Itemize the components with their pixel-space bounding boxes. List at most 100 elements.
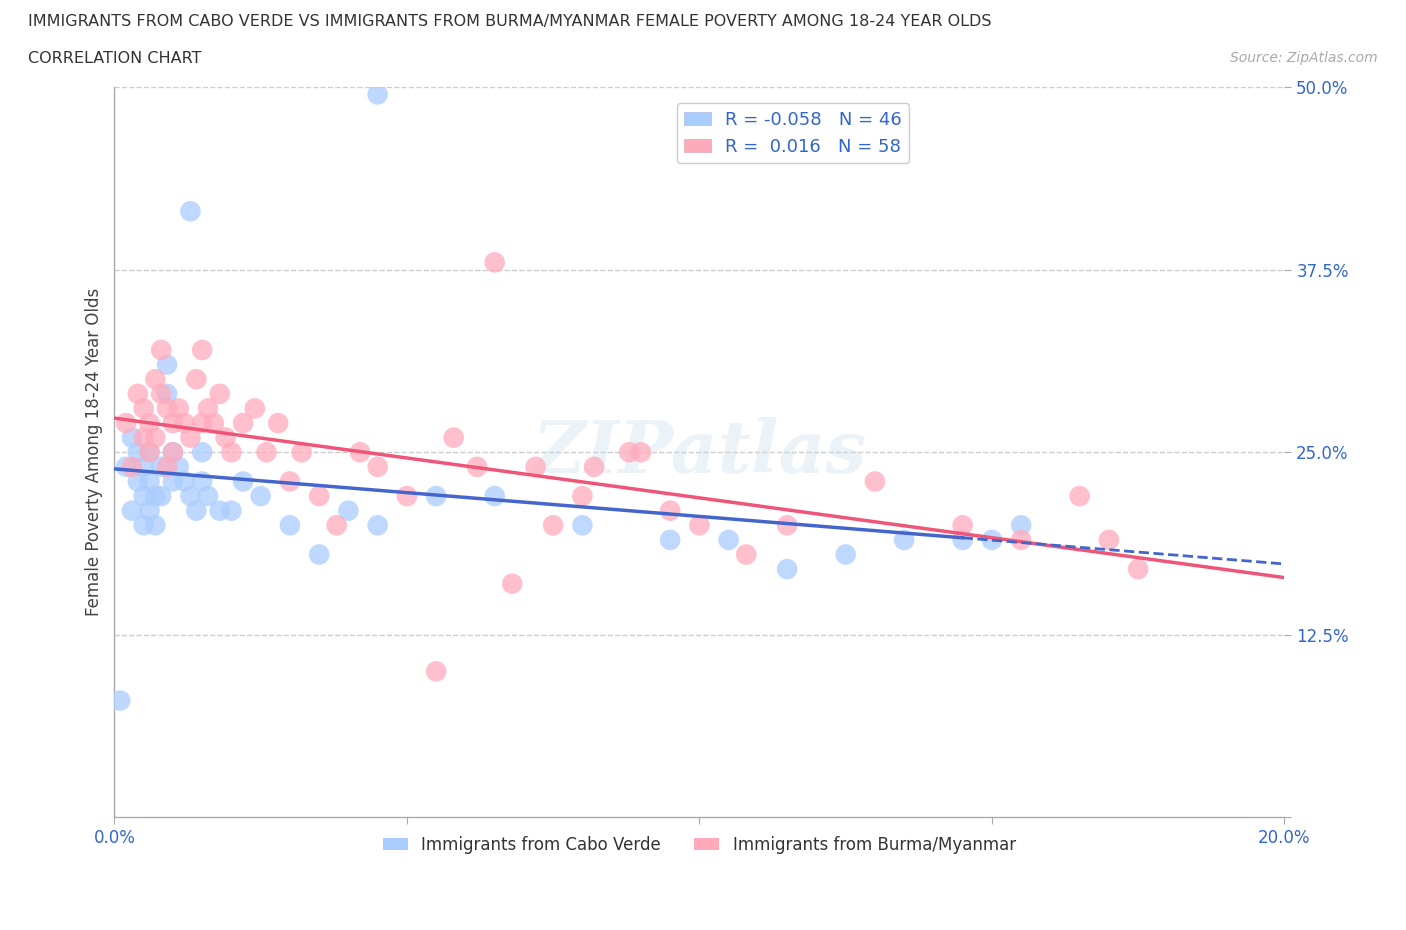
Point [583, 459, 606, 474]
Point [138, 416, 160, 431]
Point [1010, 533, 1032, 548]
Point [179, 488, 201, 503]
Point [132, 488, 155, 503]
Point [143, 372, 166, 387]
Point [191, 342, 214, 357]
Point [1098, 533, 1121, 548]
Point [221, 503, 243, 518]
Point [162, 416, 184, 431]
Point [659, 533, 682, 548]
Point [541, 518, 564, 533]
Text: ZIPatlas: ZIPatlas [533, 417, 866, 487]
Point [197, 401, 219, 416]
Point [243, 401, 266, 416]
Point [465, 459, 488, 474]
Point [127, 445, 149, 459]
Point [571, 518, 593, 533]
Point [132, 459, 155, 474]
Y-axis label: Female Poverty Among 18-24 Year Olds: Female Poverty Among 18-24 Year Olds [86, 288, 103, 617]
Point [659, 503, 682, 518]
Point [173, 416, 195, 431]
Point [150, 342, 173, 357]
Point [278, 518, 301, 533]
Point [278, 474, 301, 489]
Point [132, 401, 155, 416]
Point [367, 459, 389, 474]
Point [325, 518, 347, 533]
Point [443, 431, 465, 445]
Point [980, 533, 1002, 548]
Point [425, 488, 447, 503]
Point [150, 459, 173, 474]
Point [197, 488, 219, 503]
Point [179, 204, 201, 219]
Point [952, 518, 974, 533]
Point [143, 431, 166, 445]
Point [308, 488, 330, 503]
Point [138, 503, 160, 518]
Text: IMMIGRANTS FROM CABO VERDE VS IMMIGRANTS FROM BURMA/MYANMAR FEMALE POVERTY AMONG: IMMIGRANTS FROM CABO VERDE VS IMMIGRANTS… [28, 14, 991, 29]
Point [191, 445, 214, 459]
Point [156, 401, 179, 416]
Text: CORRELATION CHART: CORRELATION CHART [28, 51, 201, 66]
Point [484, 488, 506, 503]
Point [127, 386, 149, 401]
Point [208, 386, 231, 401]
Point [167, 401, 190, 416]
Point [256, 445, 278, 459]
Point [337, 503, 360, 518]
Point [232, 474, 254, 489]
Point [571, 488, 593, 503]
Point [367, 518, 389, 533]
Point [1010, 518, 1032, 533]
Point [162, 474, 184, 489]
Point [484, 255, 506, 270]
Point [150, 488, 173, 503]
Point [138, 445, 160, 459]
Point [156, 459, 179, 474]
Point [952, 533, 974, 548]
Point [619, 445, 641, 459]
Point [425, 664, 447, 679]
Point [167, 459, 190, 474]
Point [1126, 562, 1149, 577]
Point [115, 459, 138, 474]
Point [214, 431, 236, 445]
Point [186, 372, 208, 387]
Point [630, 445, 652, 459]
Point [524, 459, 547, 474]
Point [208, 503, 231, 518]
Point [501, 577, 523, 591]
Point [138, 474, 160, 489]
Point [308, 547, 330, 562]
Point [121, 431, 143, 445]
Point [132, 431, 155, 445]
Point [834, 547, 856, 562]
Point [110, 693, 132, 708]
Point [138, 445, 160, 459]
Point [143, 488, 166, 503]
Point [249, 488, 271, 503]
Point [395, 488, 418, 503]
Text: Source: ZipAtlas.com: Source: ZipAtlas.com [1230, 51, 1378, 65]
Point [232, 416, 254, 431]
Point [162, 445, 184, 459]
Point [776, 518, 799, 533]
Point [127, 474, 149, 489]
Point [115, 416, 138, 431]
Point [291, 445, 314, 459]
Point [776, 562, 799, 577]
Point [267, 416, 290, 431]
Point [893, 533, 915, 548]
Point [367, 87, 389, 102]
Point [221, 445, 243, 459]
Point [179, 431, 201, 445]
Point [121, 459, 143, 474]
Point [191, 416, 214, 431]
Point [688, 518, 710, 533]
Point [202, 416, 225, 431]
Point [156, 386, 179, 401]
Point [349, 445, 371, 459]
Point [150, 386, 173, 401]
Point [717, 533, 740, 548]
